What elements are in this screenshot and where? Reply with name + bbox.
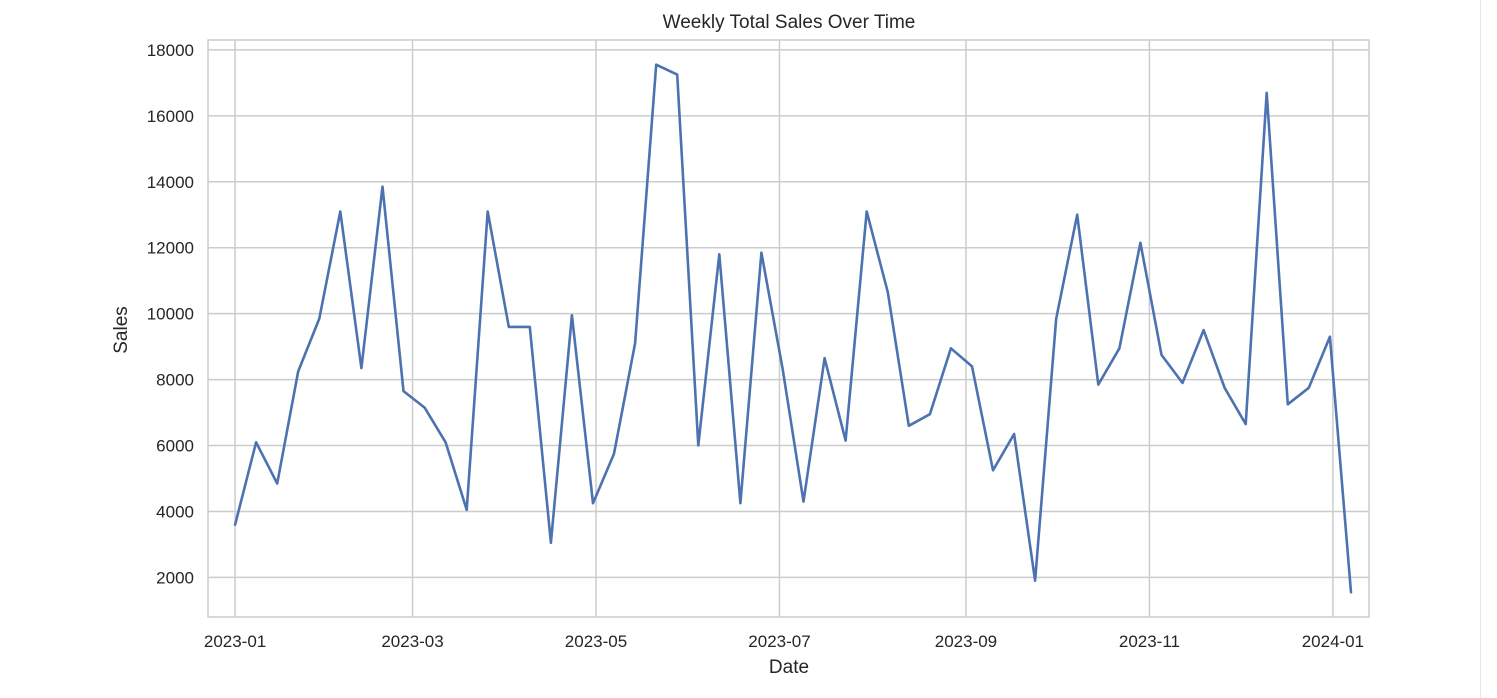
grid-lines [208,40,1369,617]
window-edge [1480,0,1481,698]
y-tick-label: 2000 [156,568,194,587]
plot-area [207,39,1370,618]
x-tick-label: 2024-01 [1302,632,1364,651]
y-tick-label: 4000 [156,502,194,521]
x-tick-label: 2023-05 [565,632,627,651]
tick-labels: 2000 4000 6000 8000 10000 12000 14000 16000 1800… [147,41,1364,651]
y-tick-label: 8000 [156,371,194,390]
y-axis-label: Sales [111,306,132,354]
y-tick-label: 16000 [147,107,194,126]
y-tick-label: 12000 [147,239,194,258]
series-line [233,63,1353,594]
series-layer [233,63,1353,594]
x-tick-label: 2023-01 [204,632,266,651]
y-tick-label: 18000 [147,41,194,60]
chart-title: Weekly Total Sales Over Time [663,12,916,33]
x-tick-label: 2023-03 [381,632,443,651]
y-tick-label: 14000 [147,173,194,192]
x-tick-label: 2023-07 [748,632,810,651]
window-margin [1481,0,1497,698]
y-tick-label: 10000 [147,305,194,324]
y-tick-label: 6000 [156,437,194,456]
x-tick-label: 2023-09 [935,632,997,651]
x-axis-label: Date [769,657,809,678]
x-tick-label: 2023-11 [1119,632,1180,651]
